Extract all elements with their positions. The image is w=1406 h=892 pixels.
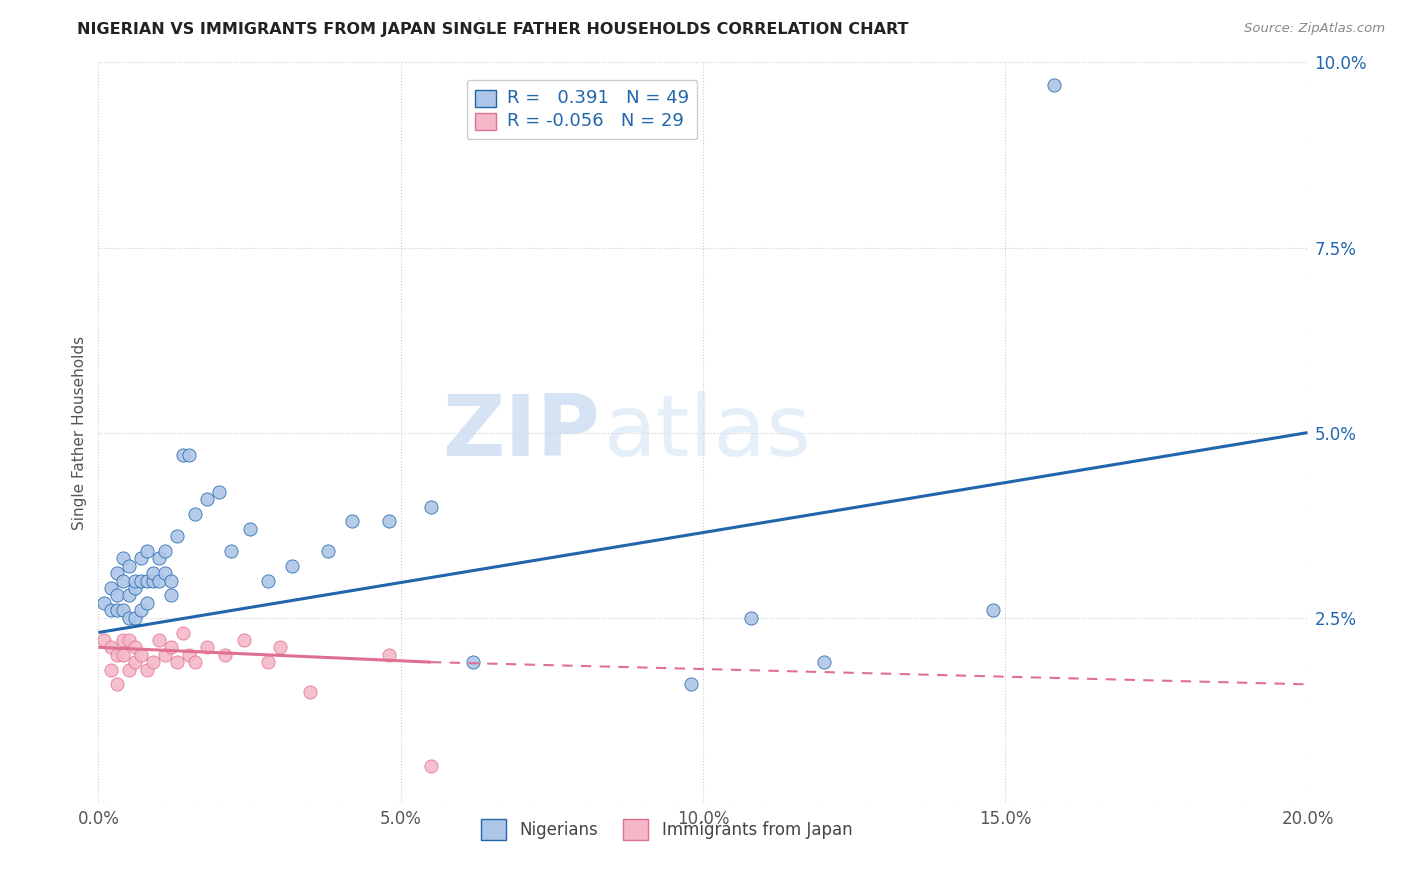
Point xyxy=(184,507,207,521)
Point xyxy=(179,648,201,662)
Point xyxy=(93,596,115,610)
Point xyxy=(679,677,702,691)
Point xyxy=(135,544,157,558)
Point xyxy=(105,677,128,691)
Point xyxy=(153,566,176,581)
Point xyxy=(208,484,231,499)
Point xyxy=(105,603,128,617)
Point xyxy=(100,640,122,655)
Legend: Nigerians, Immigrants from Japan: Nigerians, Immigrants from Japan xyxy=(475,813,859,847)
Point xyxy=(256,574,278,588)
Text: NIGERIAN VS IMMIGRANTS FROM JAPAN SINGLE FATHER HOUSEHOLDS CORRELATION CHART: NIGERIAN VS IMMIGRANTS FROM JAPAN SINGLE… xyxy=(77,22,908,37)
Y-axis label: Single Father Households: Single Father Households xyxy=(72,335,87,530)
Point xyxy=(124,581,146,595)
Point xyxy=(135,574,157,588)
Point xyxy=(179,448,201,462)
Point xyxy=(129,603,152,617)
Point xyxy=(124,610,146,624)
Point xyxy=(377,515,399,529)
Point xyxy=(221,544,243,558)
Point xyxy=(166,529,188,543)
Point xyxy=(342,515,364,529)
Point xyxy=(172,448,194,462)
Point xyxy=(239,522,262,536)
Point xyxy=(100,581,122,595)
Point xyxy=(124,640,146,655)
Point xyxy=(166,655,188,669)
Point xyxy=(160,574,183,588)
Point xyxy=(148,551,170,566)
Point xyxy=(160,589,183,603)
Text: atlas: atlas xyxy=(603,391,811,475)
Point xyxy=(93,632,115,647)
Text: Source: ZipAtlas.com: Source: ZipAtlas.com xyxy=(1244,22,1385,36)
Point xyxy=(118,610,141,624)
Point xyxy=(281,558,304,573)
Point xyxy=(105,648,128,662)
Point xyxy=(172,625,194,640)
Point xyxy=(148,574,170,588)
Point xyxy=(111,632,134,647)
Point xyxy=(377,648,399,662)
Point xyxy=(135,663,157,677)
Point xyxy=(118,632,141,647)
Point xyxy=(420,758,443,772)
Point xyxy=(153,544,176,558)
Point xyxy=(118,589,141,603)
Point xyxy=(463,655,485,669)
Point xyxy=(981,603,1004,617)
Point xyxy=(740,610,762,624)
Point xyxy=(195,640,218,655)
Point xyxy=(1042,78,1064,92)
Point xyxy=(148,632,170,647)
Point xyxy=(316,544,339,558)
Point xyxy=(105,566,128,581)
Point xyxy=(124,574,146,588)
Point xyxy=(129,648,152,662)
Point xyxy=(813,655,835,669)
Point xyxy=(184,655,207,669)
Text: ZIP: ZIP xyxy=(443,391,600,475)
Point xyxy=(111,574,134,588)
Point xyxy=(142,566,165,581)
Point xyxy=(124,655,146,669)
Point xyxy=(100,663,122,677)
Point xyxy=(118,558,141,573)
Point xyxy=(118,663,141,677)
Point xyxy=(111,648,134,662)
Point xyxy=(142,574,165,588)
Point xyxy=(214,648,236,662)
Point xyxy=(111,551,134,566)
Point xyxy=(100,603,122,617)
Point xyxy=(129,574,152,588)
Point xyxy=(160,640,183,655)
Point xyxy=(105,589,128,603)
Point xyxy=(111,603,134,617)
Point xyxy=(299,685,322,699)
Point xyxy=(135,596,157,610)
Point xyxy=(420,500,443,514)
Point xyxy=(129,551,152,566)
Point xyxy=(232,632,254,647)
Point xyxy=(142,655,165,669)
Point xyxy=(269,640,291,655)
Point xyxy=(256,655,278,669)
Point xyxy=(195,492,218,507)
Point xyxy=(153,648,176,662)
